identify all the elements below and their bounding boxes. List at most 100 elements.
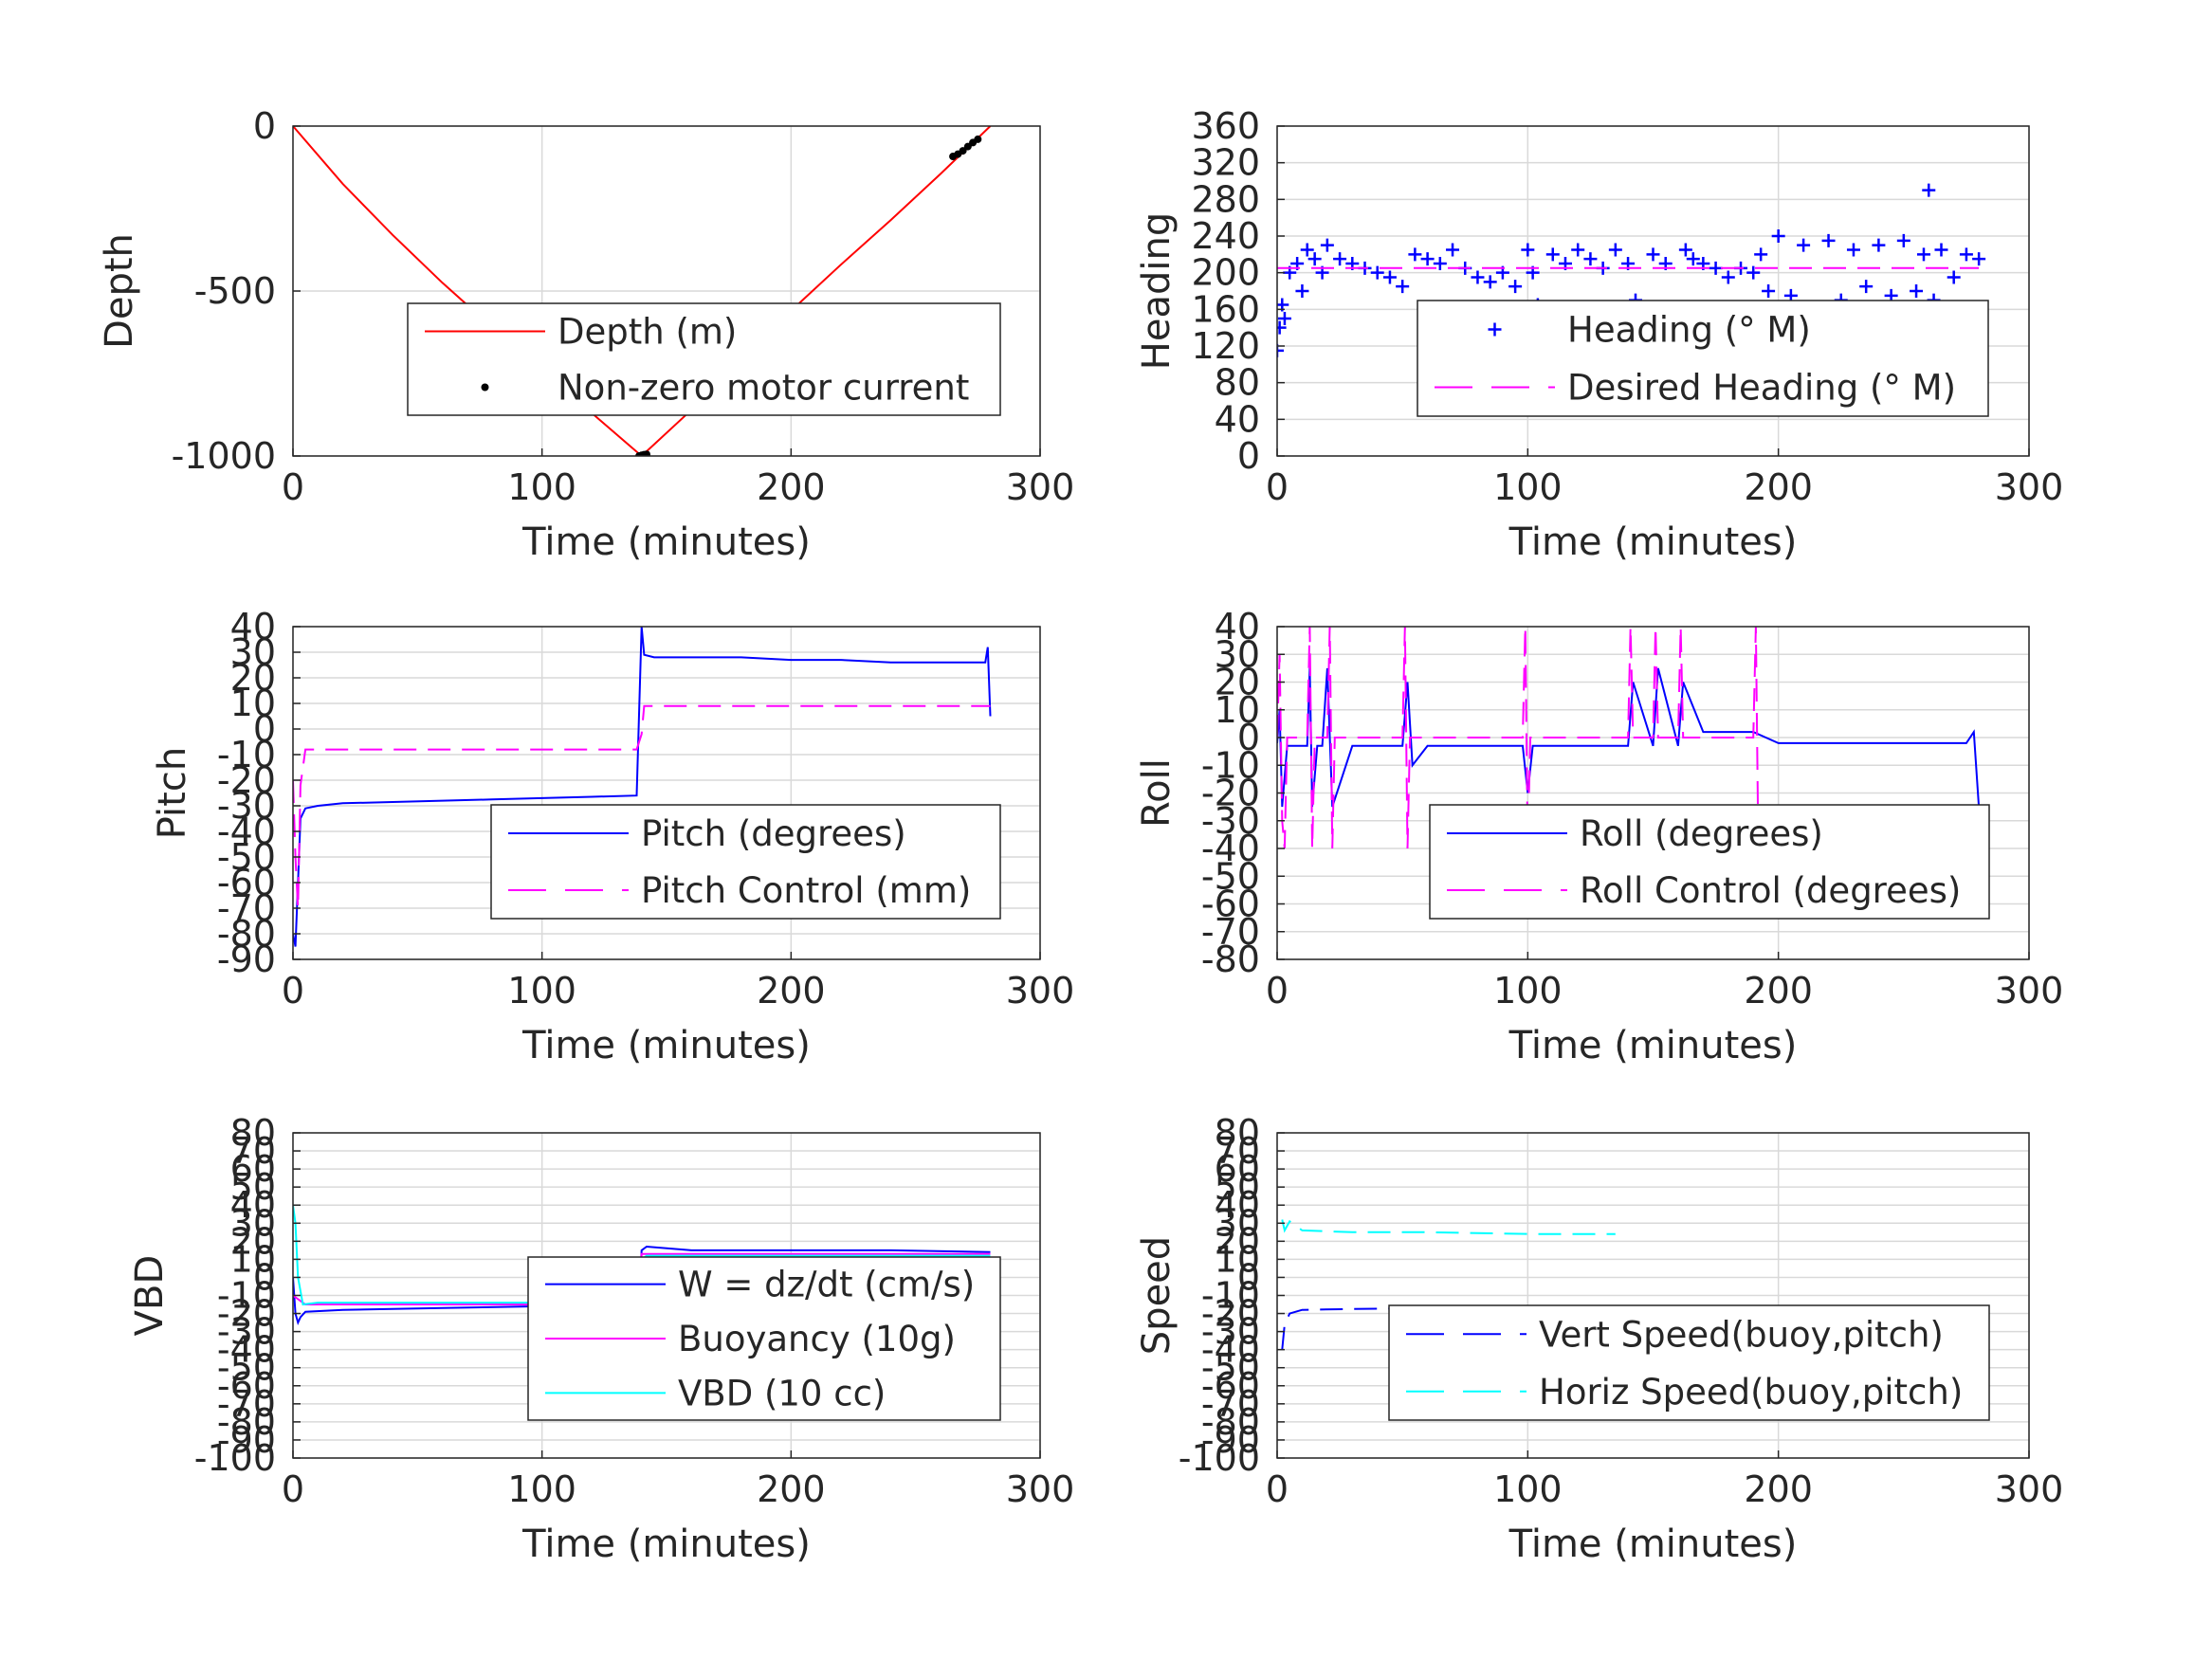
heading-legend: Heading (° M) Desired Heading (° M) [1417,300,1989,417]
depth-y-tick-label: 0 [253,105,276,147]
heading-series-0-point [1762,284,1776,298]
pitch-legend: Pitch (degrees) Pitch Control (mm) [490,804,1001,920]
depth-x-tick-label: 300 [1006,466,1075,508]
heading-series-0-point [1797,238,1811,252]
heading-x-tick-label: 200 [1744,466,1813,508]
heading-series-0-point [1754,247,1768,262]
roll-y-axis-label: Roll [1135,758,1179,828]
speed-y-tick-label: 50 [1215,1166,1260,1208]
roll-y-tick-label: -30 [1201,800,1260,842]
speed-x-tick-label: 300 [1995,1468,2064,1510]
depth-series-1-point [974,135,982,143]
pitch-legend-label: Pitch Control (mm) [641,870,971,911]
depth-data [293,126,992,456]
heading-series-0-point [1922,183,1936,197]
roll-y-tick-label: -40 [1201,828,1260,869]
vbd-y-tick-label: -40 [217,1329,276,1371]
vbd-y-tick-label: 50 [230,1166,276,1208]
roll-y-tick-label: 10 [1215,689,1260,731]
speed-x-axis-label: Time (minutes) [1508,1522,1798,1566]
roll-x-axis-label: Time (minutes) [1508,1024,1798,1067]
heading-series-0-point [1896,233,1910,247]
pitch-x-tick-label: 300 [1006,970,1075,1012]
heading-series-0-point [1771,229,1785,243]
roll-data [1277,627,1981,849]
speed-y-tick-label: 80 [1215,1112,1260,1154]
depth-y-axis-label: Depth [98,233,141,349]
vbd-y-tick-label: -60 [217,1365,276,1407]
depth-x-tick-label: 0 [282,466,304,508]
heading-series-0-point [1583,252,1598,266]
roll-y-tick-label: 20 [1215,662,1260,703]
speed-y-tick-label: 0 [1237,1256,1260,1298]
pitch-y-tick-label: -20 [217,759,276,801]
speed-x-tick-label: 100 [1493,1468,1563,1510]
pitch-legend-box [490,804,1001,920]
heading-series-0-point [1471,270,1485,284]
speed-y-tick-label: -20 [1201,1293,1260,1335]
depth-y-tick-label: -1000 [172,435,276,477]
speed-y-tick-label: 70 [1215,1130,1260,1172]
speed-y-tick-label: -80 [1201,1401,1260,1443]
heading-y-tick-label: 80 [1215,362,1260,404]
speed-y-tick-label: -30 [1201,1311,1260,1353]
heading-series-0-point [1910,284,1924,298]
vbd-y-axis-label: VBD [128,1255,172,1337]
speed-y-tick-label: -40 [1201,1329,1260,1371]
roll-legend: Roll (degrees) Roll Control (degrees) [1429,804,1990,920]
heading-series-0-point [1408,247,1422,262]
vbd-y-tick-label: 20 [230,1220,276,1262]
heading-legend-label: Heading (° M) [1567,310,1811,351]
heading-series-0-point [1934,243,1948,257]
vbd-y-tick-label: 80 [230,1112,276,1154]
heading-series-0-point [1821,233,1836,247]
depth-series-0-line [293,126,992,456]
depth-series-1-point [642,450,650,456]
roll-x-tick-label: 300 [1995,970,2064,1012]
heading-y-tick-label: 320 [1191,142,1260,184]
vbd-legend-label: Buoyancy (10g) [678,1319,956,1359]
pitch-legend-label: Pitch (degrees) [641,813,906,854]
pitch-y-tick-label: -90 [217,939,276,980]
pitch-y-tick-label: 30 [230,631,276,673]
heading-series-0-point [1446,243,1460,257]
speed-y-tick-label: -10 [1201,1275,1260,1317]
heading-series-0-point [1721,270,1735,284]
pitch-x-tick-label: 0 [282,970,304,1012]
roll-x-tick-label: 200 [1744,970,1813,1012]
depth-y-tick-label: -500 [194,270,276,312]
vbd-x-tick-label: 100 [507,1468,576,1510]
heading-series-0-point [1300,243,1314,257]
heading-series-0-point [1382,270,1397,284]
vbd-y-tick-label: 60 [230,1148,276,1190]
speed-y-tick-label: -100 [1179,1437,1260,1479]
pitch-y-tick-label: 0 [253,708,276,750]
speed-x-tick-label: 0 [1266,1468,1289,1510]
vbd-legend: W = dz/dt (cm/s) Buoyancy (10g) VBD (10 cc… [527,1256,1001,1421]
vbd-y-tick-label: 0 [253,1256,276,1298]
vbd-y-tick-label: 10 [230,1238,276,1280]
roll-y-tick-label: -50 [1201,855,1260,897]
pitch-y-tick-label: -60 [217,862,276,903]
heading-series-0-point [1678,243,1692,257]
speed-legend: Vert Speed(buoy,pitch) Horiz Speed(buoy,p… [1388,1304,1990,1421]
depth-legend-box [407,302,1001,416]
heading-series-0-point [1521,243,1535,257]
depth-x-tick-label: 200 [757,466,826,508]
heading-x-axis-label: Time (minutes) [1508,520,1798,564]
vbd-y-tick-label: -80 [217,1401,276,1443]
speed-y-tick-label: -90 [1201,1419,1260,1461]
heading-series-0-point [1686,252,1700,266]
heading-series-0-point [1872,238,1886,252]
roll-legend-box [1429,804,1990,920]
heading-series-0-point [1916,247,1930,262]
heading-series-0-point [1709,261,1723,275]
heading-series-0-point [1746,265,1761,280]
roll-series-1-line [1277,627,1760,849]
roll-y-tick-label: 30 [1215,633,1260,675]
heading-y-tick-label: 40 [1215,398,1260,440]
vbd-y-tick-label: -10 [217,1275,276,1317]
roll-y-tick-label: 40 [1215,606,1260,647]
speed-y-tick-label: -50 [1201,1347,1260,1389]
pitch-data [293,627,992,947]
